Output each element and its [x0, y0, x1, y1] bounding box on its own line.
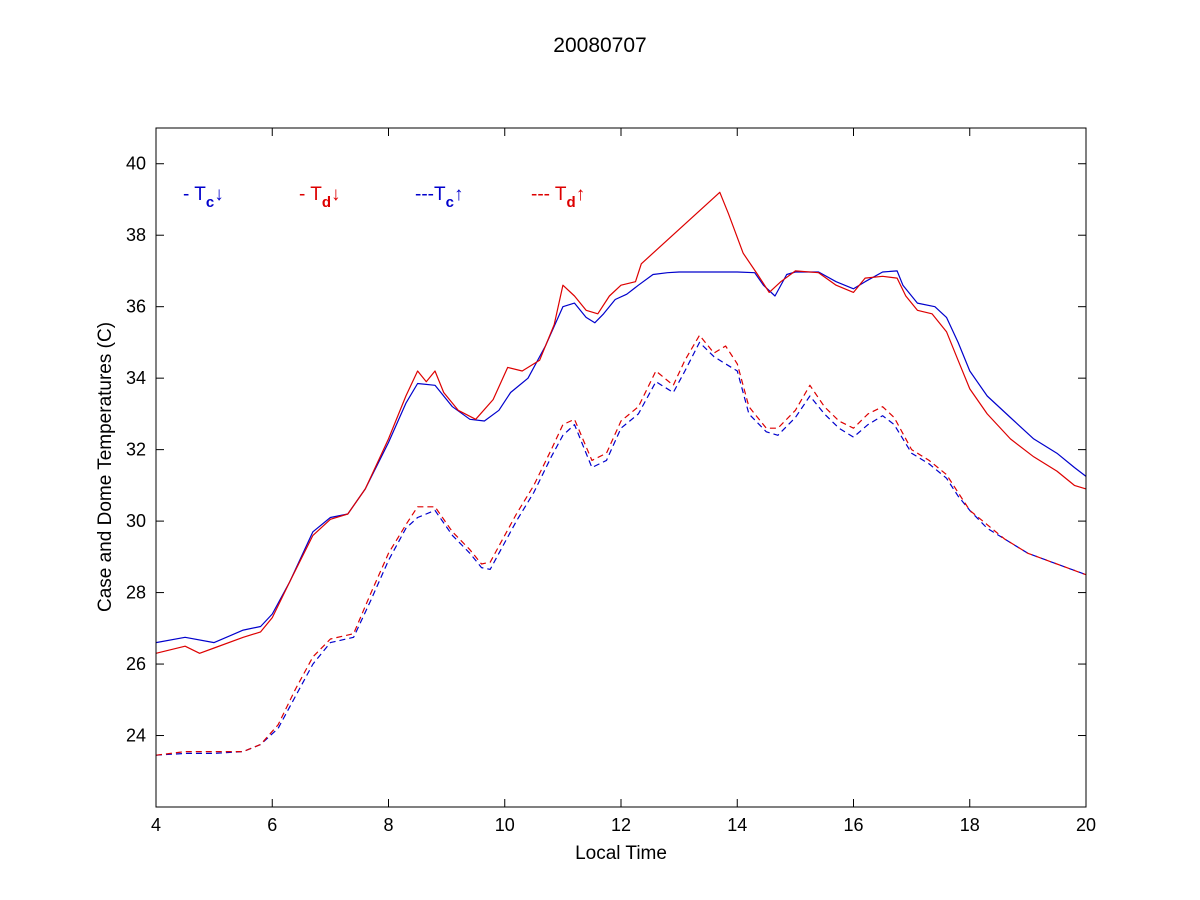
- y-tick-label: 36: [126, 297, 146, 317]
- series-line-2: [155, 191, 1087, 654]
- y-tick-label: 24: [126, 726, 146, 746]
- legend-arrow: ↑: [576, 184, 586, 205]
- y-tick-label: 32: [126, 440, 146, 460]
- legend-subscript: c: [206, 194, 214, 211]
- plot-area: [156, 128, 1086, 807]
- x-tick-label: 16: [843, 815, 863, 835]
- x-tick-label: 12: [611, 815, 631, 835]
- legend-symbol: ---T: [415, 184, 446, 205]
- series-layer: [155, 191, 1087, 756]
- series-line-4: [155, 334, 1087, 756]
- legend-arrow: ↓: [214, 184, 224, 205]
- legend-arrow: ↑: [454, 184, 464, 205]
- legend-entry-2: - Td↓: [299, 184, 341, 211]
- x-tick-label: 10: [495, 815, 515, 835]
- y-tick-label: 38: [126, 225, 146, 245]
- legend-entry-4: --- Td↑: [531, 184, 585, 211]
- legend-symbol: - T: [299, 184, 322, 205]
- y-tick-label: 26: [126, 654, 146, 674]
- legend-entry-3: ---Tc↑: [415, 184, 463, 211]
- legend-subscript: d: [567, 194, 576, 211]
- legend-symbol: - T: [183, 184, 206, 205]
- x-tick-label: 8: [383, 815, 393, 835]
- ticks-layer: 4 6 8 10 12 14 16 18 20 24 26 28 30 32 34 36 38 40: [126, 128, 1096, 835]
- x-tick-label: 18: [960, 815, 980, 835]
- y-tick-label: 28: [126, 583, 146, 603]
- legend: - Tc↓ - Td↓ ---Tc↑ --- Td↑: [183, 184, 585, 211]
- legend-entry-1: - Tc↓: [183, 184, 224, 211]
- legend-arrow: ↓: [331, 184, 341, 205]
- y-tick-label: 30: [126, 511, 146, 531]
- legend-subscript: d: [322, 194, 331, 211]
- x-axis-label: Local Time: [575, 843, 667, 864]
- legend-subscript: c: [446, 194, 454, 211]
- legend-symbol: --- T: [531, 184, 567, 205]
- x-tick-label: 4: [151, 815, 161, 835]
- x-tick-label: 14: [727, 815, 747, 835]
- x-tick-label: 6: [267, 815, 277, 835]
- y-axis-label: Case and Dome Temperatures (C): [95, 322, 116, 612]
- y-tick-label: 40: [126, 154, 146, 174]
- y-tick-label: 34: [126, 368, 146, 388]
- x-tick-label: 20: [1076, 815, 1096, 835]
- series-line-3: [155, 341, 1087, 756]
- chart-title: 20080707: [553, 34, 646, 57]
